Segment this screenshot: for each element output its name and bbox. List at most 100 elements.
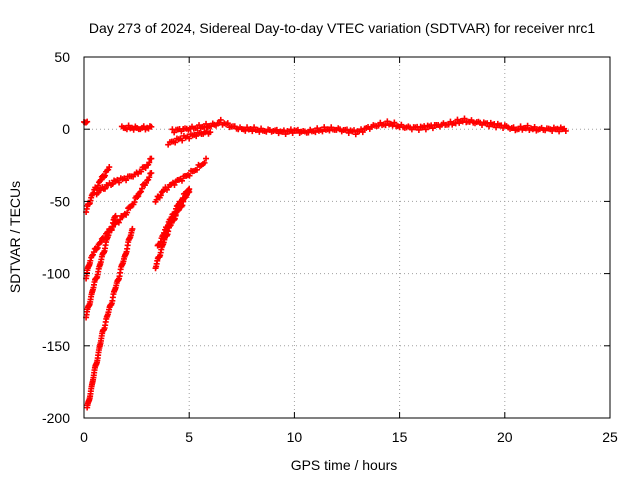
data-point: [312, 129, 319, 136]
data-point: [352, 131, 359, 138]
y-tick-label: 50: [54, 49, 70, 65]
data-point: [97, 238, 104, 245]
data-point: [87, 257, 94, 264]
data-point: [97, 176, 104, 183]
data-point: [326, 127, 333, 134]
series-baseline: [169, 115, 569, 138]
data-point: [102, 185, 109, 192]
data-point: [207, 129, 214, 136]
data-point: [131, 199, 138, 206]
data-point: [273, 126, 280, 133]
y-tick-label: -50: [50, 193, 70, 209]
data-point: [384, 118, 391, 125]
data-point: [179, 137, 186, 144]
x-tick-label: 10: [287, 429, 303, 445]
data-point: [94, 244, 101, 251]
y-tick-label: 0: [62, 121, 70, 137]
data-point: [146, 174, 153, 181]
data-point: [171, 181, 178, 188]
data-point: [415, 126, 422, 133]
data-point: [562, 127, 569, 134]
plot-frame: [83, 56, 611, 419]
chart-title: Day 273 of 2024, Sidereal Day-to-day VTE…: [89, 20, 595, 36]
data-point: [116, 179, 123, 186]
y-tick-label: -150: [42, 338, 70, 354]
series-track-2: [93, 155, 155, 198]
data-point: [249, 128, 256, 135]
data-point: [203, 155, 210, 162]
data-point: [138, 168, 145, 175]
data-point: [186, 186, 193, 193]
data-point: [344, 126, 350, 133]
data-point: [294, 126, 301, 133]
data-point: [224, 120, 231, 127]
data-point: [549, 127, 556, 134]
data-point: [172, 209, 179, 216]
data-point: [524, 122, 531, 129]
data-point: [138, 185, 145, 192]
y-tick-label: -200: [42, 410, 70, 426]
data-point: [493, 124, 500, 131]
data-point: [193, 133, 200, 140]
data-point: [319, 128, 326, 135]
data-point: [391, 119, 398, 126]
data-point: [95, 182, 102, 189]
x-tick-label: 15: [392, 429, 408, 445]
data-point: [287, 126, 294, 133]
data-point: [196, 122, 203, 129]
data-points: [81, 115, 569, 411]
x-tick-label: 5: [185, 429, 193, 445]
series-track-4: [83, 212, 119, 321]
data-point: [123, 126, 130, 133]
data-point: [181, 190, 188, 197]
grid: [84, 57, 610, 418]
x-tick-label: 0: [80, 429, 88, 445]
data-point: [146, 159, 153, 166]
x-tick-label: 25: [602, 429, 618, 445]
data-point: [130, 126, 137, 133]
series-track-6: [152, 155, 210, 205]
data-point: [160, 229, 167, 236]
data-point: [109, 181, 116, 188]
data-point: [201, 159, 208, 166]
data-point: [359, 129, 366, 136]
data-point: [138, 188, 145, 195]
data-point: [486, 123, 493, 130]
data-point: [242, 127, 249, 134]
y-tick-label: -100: [42, 266, 70, 282]
series-track-1: [83, 164, 113, 216]
data-point: [124, 209, 131, 216]
data-point: [194, 166, 201, 173]
data-point: [531, 123, 538, 130]
data-point: [351, 127, 358, 134]
data-point: [140, 123, 147, 130]
y-axis-label: SDTVAR / TECUs: [7, 181, 23, 293]
data-point: [174, 202, 181, 209]
data-point: [517, 123, 524, 130]
series-track-9: [163, 190, 188, 231]
series-secondary: [165, 128, 214, 148]
data-point: [178, 198, 185, 205]
axis-ticks: 0 5 10 15 20 25 -200 -150 -100 -50 0 50: [42, 49, 618, 445]
data-point: [134, 193, 141, 200]
data-point: [153, 196, 160, 203]
data-point: [256, 128, 263, 135]
series-track-5: [84, 225, 136, 411]
data-point: [282, 131, 289, 138]
data-point: [123, 177, 130, 184]
data-point: [102, 172, 109, 179]
data-point: [89, 252, 96, 259]
data-point: [148, 170, 155, 177]
data-point: [186, 172, 193, 179]
data-point: [84, 118, 91, 125]
data-point: [454, 116, 461, 123]
data-point: [179, 195, 186, 202]
data-point: [157, 192, 164, 199]
data-point: [129, 225, 136, 232]
x-axis-label: GPS time / hours: [291, 457, 398, 473]
x-tick-label: 20: [497, 429, 513, 445]
data-point: [217, 116, 224, 123]
data-point: [106, 164, 113, 171]
data-point: [203, 120, 210, 127]
